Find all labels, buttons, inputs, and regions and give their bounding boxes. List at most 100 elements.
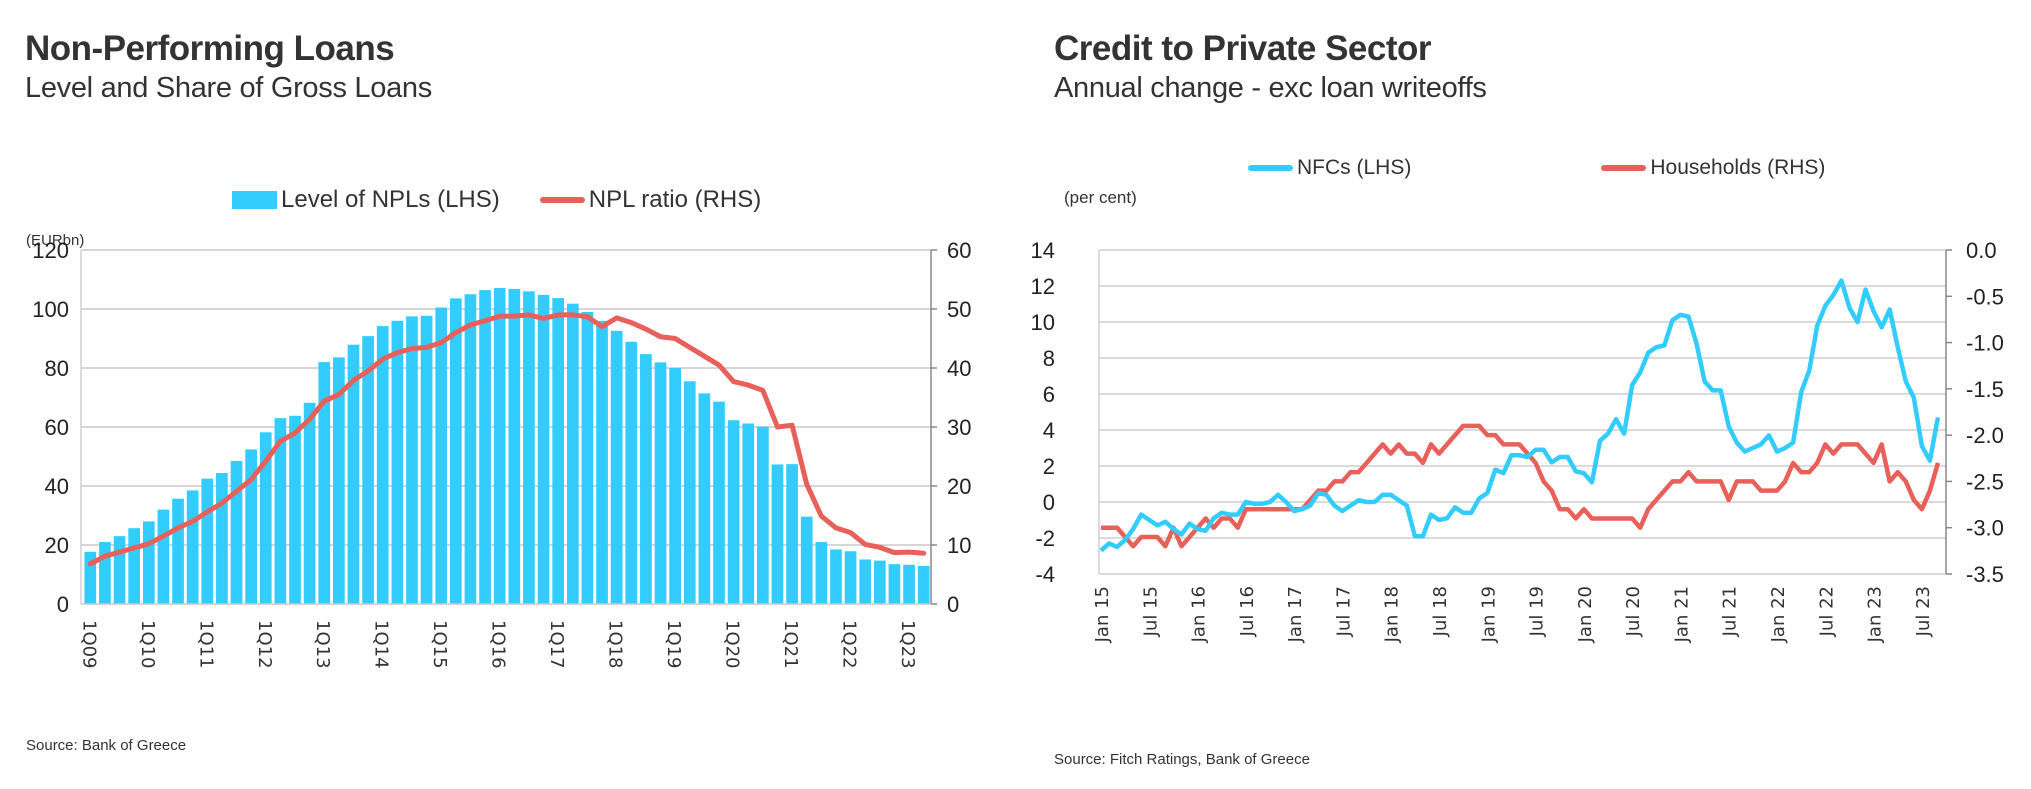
npl-level-bar [99, 542, 111, 604]
y-tick-label-left: 2 [1043, 454, 1055, 479]
npl-level-bar [84, 551, 97, 604]
npl-level-bar [742, 423, 755, 604]
x-tick-label: 1Q12 [254, 620, 275, 669]
y-tick-label-left: 0 [1043, 490, 1055, 515]
y-tick-label-left: 60 [45, 415, 69, 440]
npl-level-bar [713, 401, 725, 604]
npl-level-bar [523, 291, 535, 604]
npl-level-bar [449, 298, 462, 604]
x-tick-label: Jul 19 [1527, 586, 1548, 637]
x-tick-label: 1Q11 [195, 620, 216, 669]
x-tick-label: 1Q15 [429, 620, 450, 669]
npl-level-bar [566, 303, 579, 604]
npl-level-bar [420, 315, 433, 604]
y-tick-label-right: 50 [947, 297, 971, 322]
x-tick-label: Jul 21 [1720, 586, 1741, 637]
npl-level-bar [230, 460, 243, 604]
y-tick-label-left: 40 [45, 474, 69, 499]
npl-level-bar [435, 307, 448, 604]
npl-level-bar [186, 490, 199, 604]
y-tick-label-right: -1.0 [1966, 331, 2004, 356]
x-tick-label: 1Q10 [137, 620, 158, 669]
npl-unit-label: (EURbn) [26, 232, 85, 249]
npl-level-bar [537, 294, 550, 604]
y-tick-label-left: 100 [32, 297, 69, 322]
legend-item-npl-level: Level of NPLs (LHS) [232, 186, 500, 214]
x-tick-label: 1Q23 [897, 620, 918, 669]
npl-level-bar [873, 560, 886, 604]
npl-level-bar [376, 326, 389, 604]
legend-label: NFCs (LHS) [1297, 156, 1412, 179]
x-tick-label: Jan 20 [1575, 586, 1596, 643]
credit-unit-label: (per cent) [1064, 188, 1137, 207]
legend-swatch-line [539, 197, 585, 203]
x-tick-label: 1Q17 [546, 620, 567, 669]
npl-level-bar [771, 464, 784, 604]
x-tick-label: Jul 22 [1816, 586, 1837, 637]
legend-label: Households (RHS) [1650, 156, 1826, 179]
x-tick-label: Jul 17 [1333, 586, 1354, 637]
y-tick-label-left: 14 [1031, 238, 1055, 263]
npl-level-bar [289, 415, 301, 604]
npl-level-bar [552, 298, 565, 604]
x-tick-label: Jul 16 [1237, 586, 1258, 637]
npl-level-bar [333, 357, 345, 604]
y-tick-label-right: -3.5 [1966, 562, 2004, 587]
npl-level-bar [347, 344, 360, 604]
x-tick-label: Jul 23 [1913, 586, 1934, 637]
y-tick-label-left: 80 [45, 356, 69, 381]
y-tick-label-left: 4 [1043, 418, 1055, 443]
npl-level-bar [259, 432, 272, 604]
npl-chart-legend: Level of NPLs (LHS) NPL ratio (RHS) [232, 186, 801, 214]
y-tick-label-right: 60 [947, 238, 971, 263]
npl-chart-title: Non-Performing Loans [25, 29, 395, 68]
npl-level-bar [757, 426, 769, 604]
npl-level-bar [596, 320, 608, 604]
legend-label: NPL ratio (RHS) [588, 186, 762, 213]
x-tick-label: 1Q18 [605, 620, 626, 669]
y-tick-label-right: 20 [947, 474, 971, 499]
npl-level-bar [274, 418, 287, 604]
npl-level-bar [830, 549, 842, 604]
npl-level-bar [245, 449, 257, 604]
npl-level-bar [406, 316, 418, 604]
x-tick-label: Jul 20 [1623, 586, 1644, 637]
x-tick-label: 1Q09 [78, 620, 99, 669]
households-line [1101, 423, 1941, 549]
npl-level-bar [654, 362, 667, 604]
npl-level-bar [201, 478, 214, 604]
npl-level-bar [625, 341, 638, 604]
x-tick-label: Jan 17 [1285, 586, 1306, 643]
nfcs-line [1099, 278, 1941, 553]
npl-level-bar [683, 381, 696, 604]
x-tick-label: Jul 15 [1140, 586, 1161, 637]
npl-level-bar [727, 420, 740, 604]
y-tick-label-right: 0.0 [1966, 238, 1997, 263]
y-tick-label-right: -0.5 [1966, 284, 2004, 309]
y-tick-label-left: -4 [1035, 562, 1055, 587]
x-tick-label: 1Q22 [839, 620, 860, 669]
npl-chart-subtitle: Level and Share of Gross Loans [25, 72, 432, 104]
x-tick-label: 1Q19 [663, 620, 684, 669]
npl-level-bar [786, 464, 798, 604]
npl-level-bar [610, 330, 623, 604]
y-tick-label-left: 20 [45, 533, 69, 558]
y-tick-label-right: -3.0 [1966, 516, 2004, 541]
npl-level-bar [479, 290, 491, 604]
npl-level-bar [800, 516, 813, 604]
npl-level-bar [669, 368, 681, 604]
legend-item-households: Households (RHS) [1601, 156, 1825, 180]
npl-ratio-line [87, 312, 927, 567]
npl-level-bar [640, 354, 652, 604]
y-tick-label-left: 6 [1043, 382, 1055, 407]
x-tick-label: 1Q13 [312, 620, 333, 669]
npl-level-bar [172, 498, 184, 604]
y-tick-label-right: -2.0 [1966, 423, 2004, 448]
npl-level-bar [903, 564, 915, 604]
legend-swatch-bar [232, 191, 277, 209]
y-tick-label-left: 120 [32, 238, 69, 263]
x-tick-label: Jan 18 [1382, 586, 1403, 643]
y-tick-label-right: 10 [947, 533, 971, 558]
credit-source: Source: Fitch Ratings, Bank of Greece [1054, 751, 1310, 768]
y-tick-label-right: -2.5 [1966, 469, 2004, 494]
